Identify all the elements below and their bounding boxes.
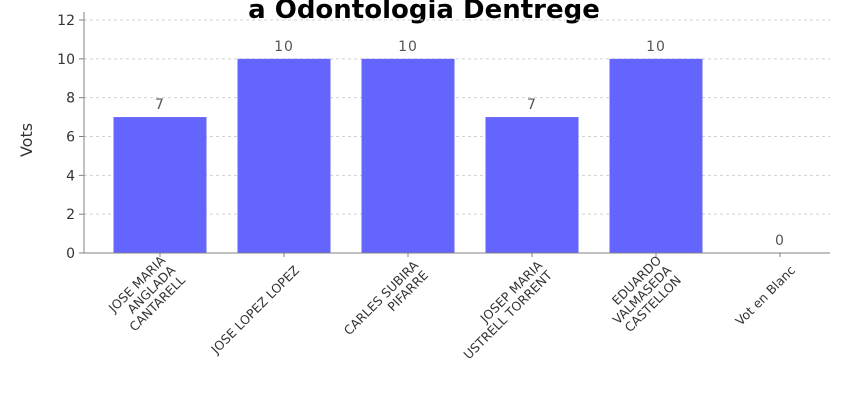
x-tick-label-line: USTRELL TORRENT — [460, 267, 555, 362]
x-tick-label: JOSE LOPEZ LOPEZ — [207, 263, 302, 358]
y-tick-label: 0 — [66, 246, 75, 262]
axes — [79, 12, 830, 257]
bar — [113, 117, 207, 253]
y-tick-label: 4 — [66, 168, 75, 184]
bar — [485, 117, 579, 253]
x-tick-label-line: Vot en Blanc — [732, 262, 798, 328]
y-axis-label: Vots — [17, 123, 36, 157]
x-tick-label: Vot en Blanc — [732, 262, 798, 328]
chart-title: a Odontologia Dentrege — [248, 0, 600, 25]
y-tick-label: 12 — [57, 13, 75, 29]
y-tick-label: 6 — [66, 130, 75, 146]
value-label: 7 — [527, 97, 537, 113]
bar — [609, 58, 703, 254]
value-label: 10 — [646, 39, 666, 55]
gridlines — [84, 19, 830, 215]
y-tick-label: 10 — [57, 52, 75, 68]
value-label: 0 — [775, 233, 785, 249]
y-tick-label: 2 — [66, 207, 75, 223]
value-label: 7 — [155, 97, 165, 113]
bars — [113, 58, 703, 254]
bar — [361, 58, 455, 254]
x-tick-label-line: JOSE LOPEZ LOPEZ — [207, 263, 302, 358]
value-label: 10 — [398, 39, 418, 55]
y-tick-label: 8 — [66, 91, 75, 107]
value-label: 10 — [274, 39, 294, 55]
bar — [237, 58, 331, 254]
